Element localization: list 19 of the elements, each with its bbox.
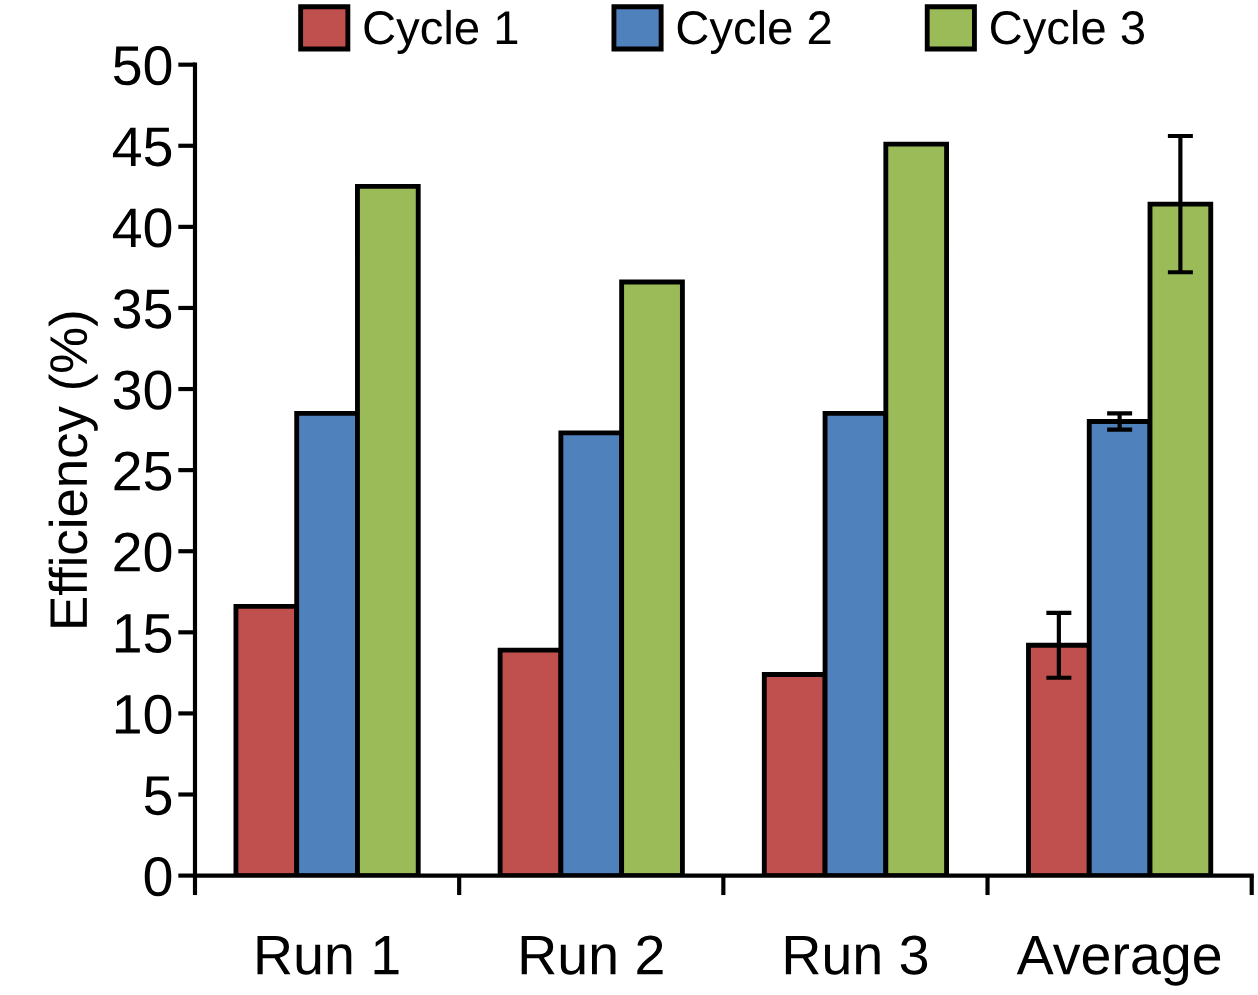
y-tick-label: 5 — [144, 776, 172, 816]
y-tick-label: 45 — [112, 127, 172, 167]
y-axis-title: Efficiency (%) — [48, 312, 98, 627]
legend-label: Cycle 2 — [677, 9, 831, 54]
x-tick-label: Run 2 — [521, 935, 663, 975]
y-tick-label: 30 — [113, 370, 172, 410]
y-tick-label: 25 — [114, 451, 172, 491]
y-tick-label: 40 — [112, 208, 172, 248]
x-tick-label: Run 1 — [257, 935, 399, 975]
y-tick-label: 50 — [113, 46, 172, 86]
legend-label: Cycle 3 — [991, 9, 1144, 54]
y-tick-label: 20 — [114, 532, 172, 572]
y-tick-label: 15 — [115, 614, 172, 653]
legend-label: Cycle 1 — [364, 9, 518, 54]
y-tick-label: 0 — [144, 856, 172, 897]
y-tick-label: 35 — [113, 289, 172, 329]
x-tick-label: Run 3 — [785, 935, 928, 975]
y-tick-label: 10 — [115, 694, 172, 735]
x-tick-label: Average — [1016, 935, 1221, 986]
